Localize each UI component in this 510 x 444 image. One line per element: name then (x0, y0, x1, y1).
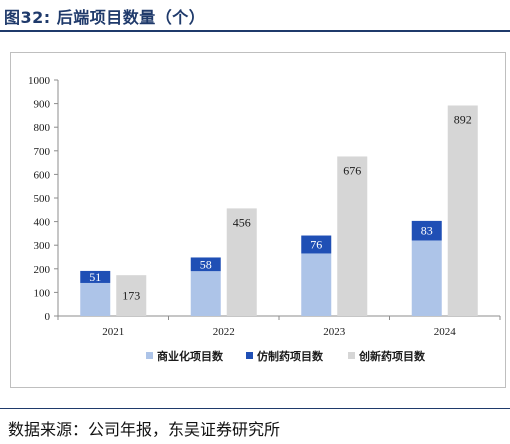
source-divider (0, 408, 510, 409)
bar-generic (301, 235, 332, 254)
y-tick-label: 0 (45, 311, 51, 323)
legend-swatch (348, 352, 355, 359)
x-axis: 2021 2022 2023 2024 (57, 315, 501, 338)
x-tick-label: 2024 (434, 326, 457, 338)
x-tick-label: 2022 (213, 326, 235, 338)
data-label-innovative: 892 (454, 112, 472, 126)
y-axis: 0 100 200 300 400 500 600 700 800 900 1000 (28, 75, 59, 323)
source-note: 数据来源：公司年报，东吴证券研究所 (8, 420, 281, 439)
bar-commercial (190, 271, 221, 316)
bar-innovative (226, 208, 257, 316)
y-tick-label: 1000 (28, 75, 51, 87)
legend-swatch (146, 352, 153, 359)
bar-innovative (116, 275, 147, 316)
y-tick-label: 600 (34, 169, 51, 181)
legend-label: 仿制药项目数 (257, 349, 324, 363)
data-label-innovative: 456 (233, 215, 251, 229)
x-tick-label: 2021 (102, 326, 124, 338)
legend-swatch (246, 352, 253, 359)
y-tick-label: 700 (34, 146, 51, 158)
y-tick-label: 800 (34, 122, 51, 134)
data-label-generic: 51 (89, 270, 101, 284)
data-label-generic: 76 (310, 237, 322, 251)
y-tick-label: 900 (34, 99, 51, 111)
figure-title: 图32: 后端项目数量（个） (4, 8, 206, 27)
bar-innovative (337, 156, 368, 316)
bars: 51 173 58 456 76 676 83 892 (80, 105, 478, 316)
data-label-innovative: 676 (343, 163, 361, 177)
chart-frame (10, 52, 506, 388)
y-tick-label: 500 (34, 193, 51, 205)
bar-commercial (301, 253, 332, 316)
y-tick-label: 300 (34, 240, 51, 252)
legend: 商业化项目数 仿制药项目数 创新药项目数 (146, 349, 426, 363)
data-label-innovative: 173 (122, 289, 140, 303)
bar-generic (190, 257, 221, 272)
y-tick-label: 200 (34, 264, 51, 276)
data-label-generic: 58 (200, 257, 212, 271)
bar-generic (411, 220, 442, 241)
x-tick-label: 2023 (323, 326, 346, 338)
title-divider (0, 30, 510, 32)
bar-innovative (447, 105, 478, 316)
legend-label: 创新药项目数 (358, 349, 426, 363)
data-label-generic: 83 (421, 224, 433, 238)
bar-generic (80, 270, 111, 283)
legend-label: 商业化项目数 (157, 349, 224, 363)
bar-commercial (80, 282, 111, 316)
y-tick-label: 100 (34, 287, 51, 299)
bar-commercial (411, 240, 442, 316)
y-tick-label: 400 (34, 217, 51, 229)
